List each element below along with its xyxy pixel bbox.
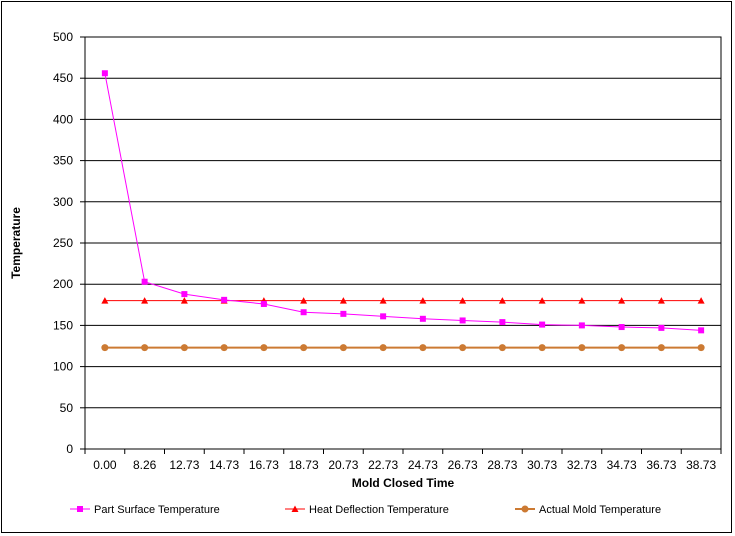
- x-axis-title: Mold Closed Time: [352, 476, 455, 490]
- series-point: [141, 278, 148, 285]
- x-tick-label: 12.73: [169, 458, 199, 472]
- y-tick-label: 450: [53, 71, 73, 85]
- series-point: [101, 344, 109, 352]
- x-tick-label: 8.26: [133, 458, 157, 472]
- x-tick-label: 28.73: [487, 458, 517, 472]
- series-point: [180, 297, 188, 304]
- series-point: [300, 297, 308, 304]
- series-point: [618, 297, 626, 304]
- series-point: [291, 505, 299, 512]
- series-point: [340, 310, 347, 317]
- x-tick-label: 14.73: [209, 458, 239, 472]
- series-point: [221, 296, 228, 303]
- series-point: [141, 344, 149, 352]
- series-point: [339, 344, 347, 352]
- series-point: [300, 344, 308, 352]
- legend-label: Part Surface Temperature: [94, 504, 220, 516]
- y-tick-label: 300: [53, 195, 73, 209]
- y-tick-label: 400: [53, 112, 73, 126]
- x-tick-label: 16.73: [249, 458, 279, 472]
- series-point: [538, 344, 546, 352]
- series-point: [539, 321, 546, 328]
- series-point: [77, 506, 83, 512]
- y-tick-label: 250: [53, 236, 73, 250]
- series-point: [141, 297, 149, 304]
- series-point: [180, 344, 188, 352]
- series-point: [260, 300, 267, 307]
- x-tick-label: 22.73: [368, 458, 398, 472]
- y-tick-label: 200: [53, 277, 73, 291]
- y-tick-label: 100: [53, 360, 73, 374]
- series-point: [419, 315, 426, 322]
- series-point: [618, 324, 625, 331]
- y-tick-label: 500: [53, 30, 73, 44]
- series-point: [578, 297, 586, 304]
- series-point: [419, 297, 427, 304]
- series-point: [658, 324, 665, 331]
- series-point: [578, 344, 586, 352]
- y-tick-label: 0: [66, 442, 73, 456]
- series-point: [499, 319, 506, 326]
- series-point: [698, 327, 705, 334]
- series-point: [697, 344, 705, 352]
- series-point: [181, 291, 188, 298]
- x-tick-label: 26.73: [448, 458, 478, 472]
- series-point: [498, 344, 506, 352]
- series-point: [657, 344, 665, 352]
- series-point: [380, 313, 387, 320]
- y-tick-label: 50: [60, 401, 74, 415]
- x-tick-label: 0.00: [93, 458, 117, 472]
- series-point: [521, 505, 529, 513]
- series-point: [459, 344, 467, 352]
- series-point: [618, 344, 626, 352]
- y-tick-label: 350: [53, 154, 73, 168]
- series-point: [538, 297, 546, 304]
- series-point: [300, 309, 307, 316]
- y-tick-label: 150: [53, 318, 73, 332]
- series-point: [419, 344, 427, 352]
- x-tick-label: 30.73: [527, 458, 557, 472]
- series-point: [459, 297, 467, 304]
- series-point: [260, 344, 268, 352]
- series-point: [578, 322, 585, 329]
- series-point: [697, 297, 705, 304]
- legend-label: Heat Deflection Temperature: [309, 504, 449, 516]
- series-point: [498, 297, 506, 304]
- series-point: [101, 70, 108, 77]
- x-tick-label: 24.73: [408, 458, 438, 472]
- series-point: [459, 317, 466, 324]
- legend-label: Actual Mold Temperature: [539, 504, 661, 516]
- x-tick-label: 32.73: [567, 458, 597, 472]
- y-axis-title: Temperature: [9, 207, 23, 279]
- series-line: [104, 73, 702, 331]
- x-tick-label: 38.73: [686, 458, 716, 472]
- series-point: [339, 297, 347, 304]
- x-tick-label: 18.73: [289, 458, 319, 472]
- series-point: [657, 297, 665, 304]
- x-tick-label: 34.73: [607, 458, 637, 472]
- series-point: [379, 344, 387, 352]
- x-tick-label: 36.73: [646, 458, 676, 472]
- x-tick-label: 20.73: [328, 458, 358, 472]
- series-point: [220, 344, 228, 352]
- series-point: [101, 297, 109, 304]
- series-point: [379, 297, 387, 304]
